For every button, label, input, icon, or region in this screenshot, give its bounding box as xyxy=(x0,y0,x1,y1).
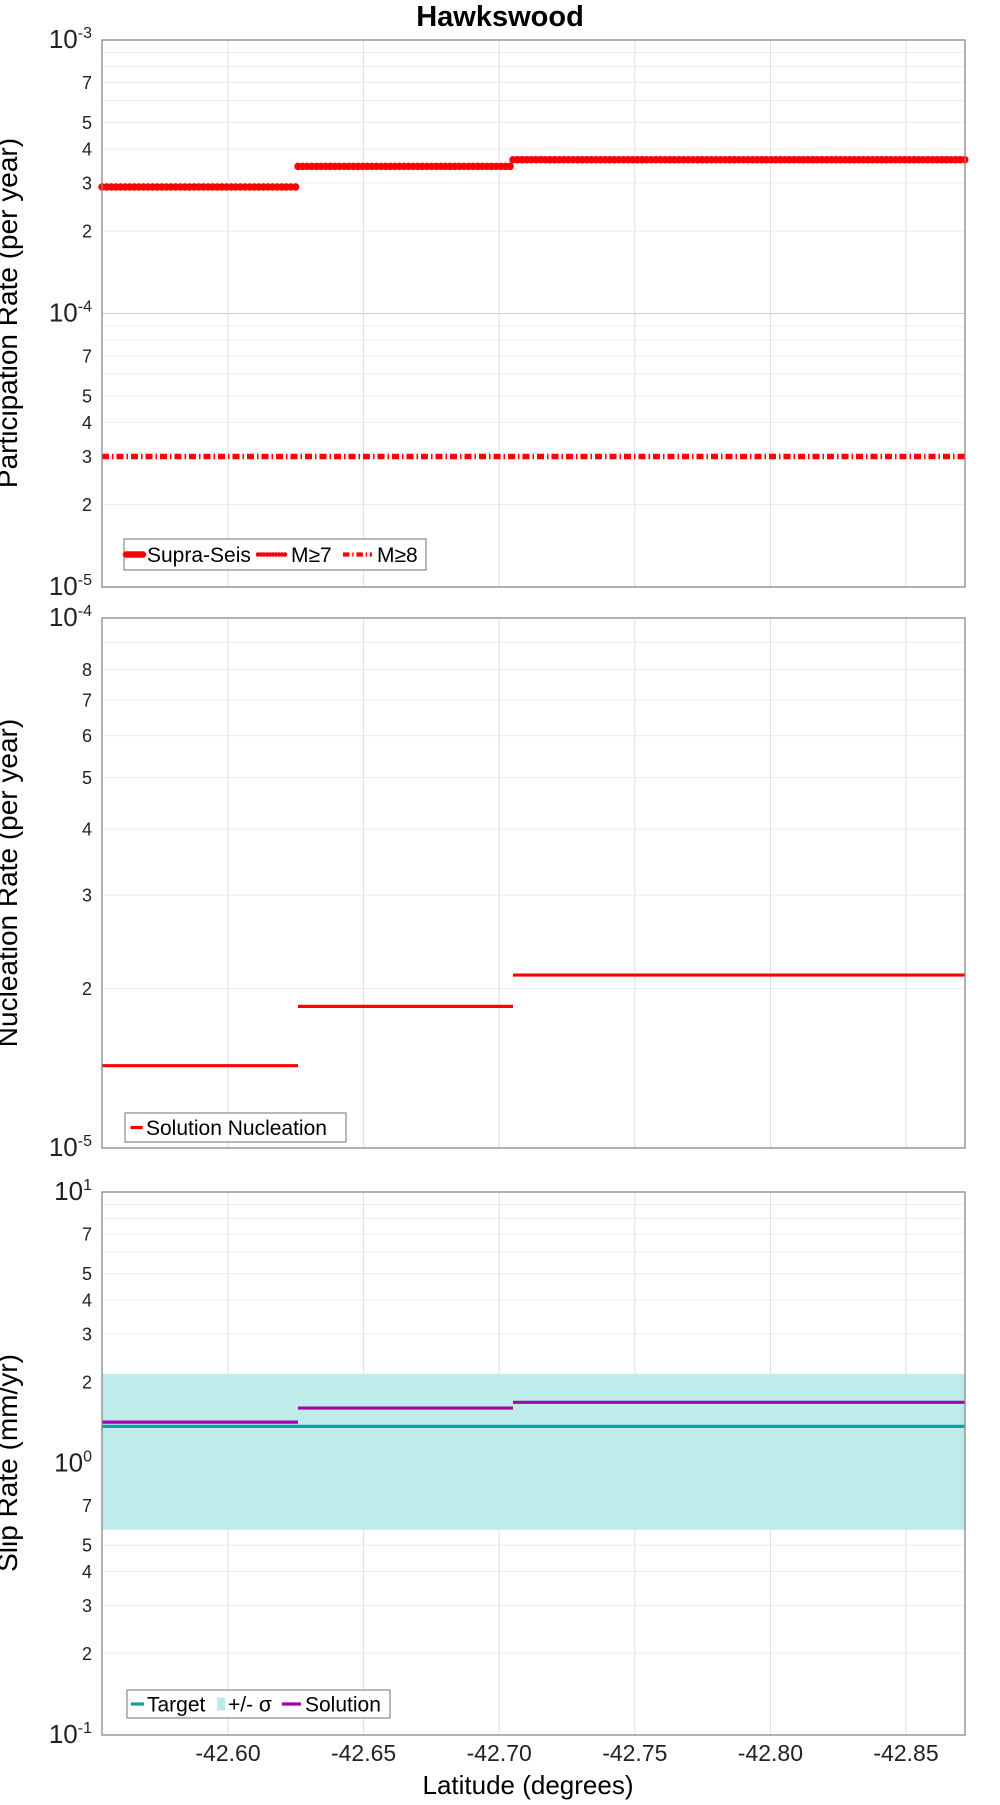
svg-text:-42.80: -42.80 xyxy=(738,1740,803,1766)
svg-text:8: 8 xyxy=(82,660,92,680)
svg-text:5: 5 xyxy=(82,1536,92,1556)
svg-text:2: 2 xyxy=(82,1372,92,1392)
svg-text:4: 4 xyxy=(82,819,92,839)
svg-text:-42.65: -42.65 xyxy=(331,1740,396,1766)
svg-text:5: 5 xyxy=(82,1264,92,1284)
svg-text:7: 7 xyxy=(82,346,92,366)
svg-text:4: 4 xyxy=(82,413,92,433)
svg-text:3: 3 xyxy=(82,1596,92,1616)
svg-text:+/- σ: +/- σ xyxy=(228,1694,272,1717)
svg-text:5: 5 xyxy=(82,113,92,133)
svg-text:7: 7 xyxy=(82,691,92,711)
svg-text:7: 7 xyxy=(82,73,92,93)
svg-text:5: 5 xyxy=(82,386,92,406)
svg-text:4: 4 xyxy=(82,1291,92,1311)
svg-text:2: 2 xyxy=(82,495,92,515)
svg-text:M≥8: M≥8 xyxy=(377,544,418,567)
svg-text:7: 7 xyxy=(82,1496,92,1516)
svg-text:Slip Rate (mm/yr): Slip Rate (mm/yr) xyxy=(0,1354,23,1572)
svg-text:-42.85: -42.85 xyxy=(873,1740,938,1766)
svg-text:5: 5 xyxy=(82,768,92,788)
svg-text:Solution: Solution xyxy=(305,1694,381,1717)
svg-text:Hawkswood: Hawkswood xyxy=(416,1,584,33)
svg-text:6: 6 xyxy=(82,726,92,746)
svg-text:3: 3 xyxy=(82,1324,92,1344)
svg-text:-42.60: -42.60 xyxy=(195,1740,260,1766)
svg-text:-42.75: -42.75 xyxy=(602,1740,667,1766)
svg-text:Target: Target xyxy=(147,1694,206,1717)
svg-text:Supra-Seis: Supra-Seis xyxy=(147,544,251,567)
svg-text:2: 2 xyxy=(82,222,92,242)
svg-text:Participation Rate (per year): Participation Rate (per year) xyxy=(0,138,23,488)
svg-text:-42.70: -42.70 xyxy=(467,1740,532,1766)
svg-text:Nucleation Rate (per year): Nucleation Rate (per year) xyxy=(0,719,23,1047)
svg-text:7: 7 xyxy=(82,1225,92,1245)
svg-text:2: 2 xyxy=(82,1644,92,1664)
svg-text:Solution Nucleation: Solution Nucleation xyxy=(146,1117,327,1140)
svg-text:4: 4 xyxy=(82,1562,92,1582)
svg-text:4: 4 xyxy=(82,139,92,159)
svg-text:3: 3 xyxy=(82,447,92,467)
svg-text:Latitude (degrees): Latitude (degrees) xyxy=(422,1770,633,1800)
svg-text:M≥7: M≥7 xyxy=(291,544,332,567)
svg-text:3: 3 xyxy=(82,174,92,194)
svg-text:3: 3 xyxy=(82,886,92,906)
svg-text:2: 2 xyxy=(82,979,92,999)
